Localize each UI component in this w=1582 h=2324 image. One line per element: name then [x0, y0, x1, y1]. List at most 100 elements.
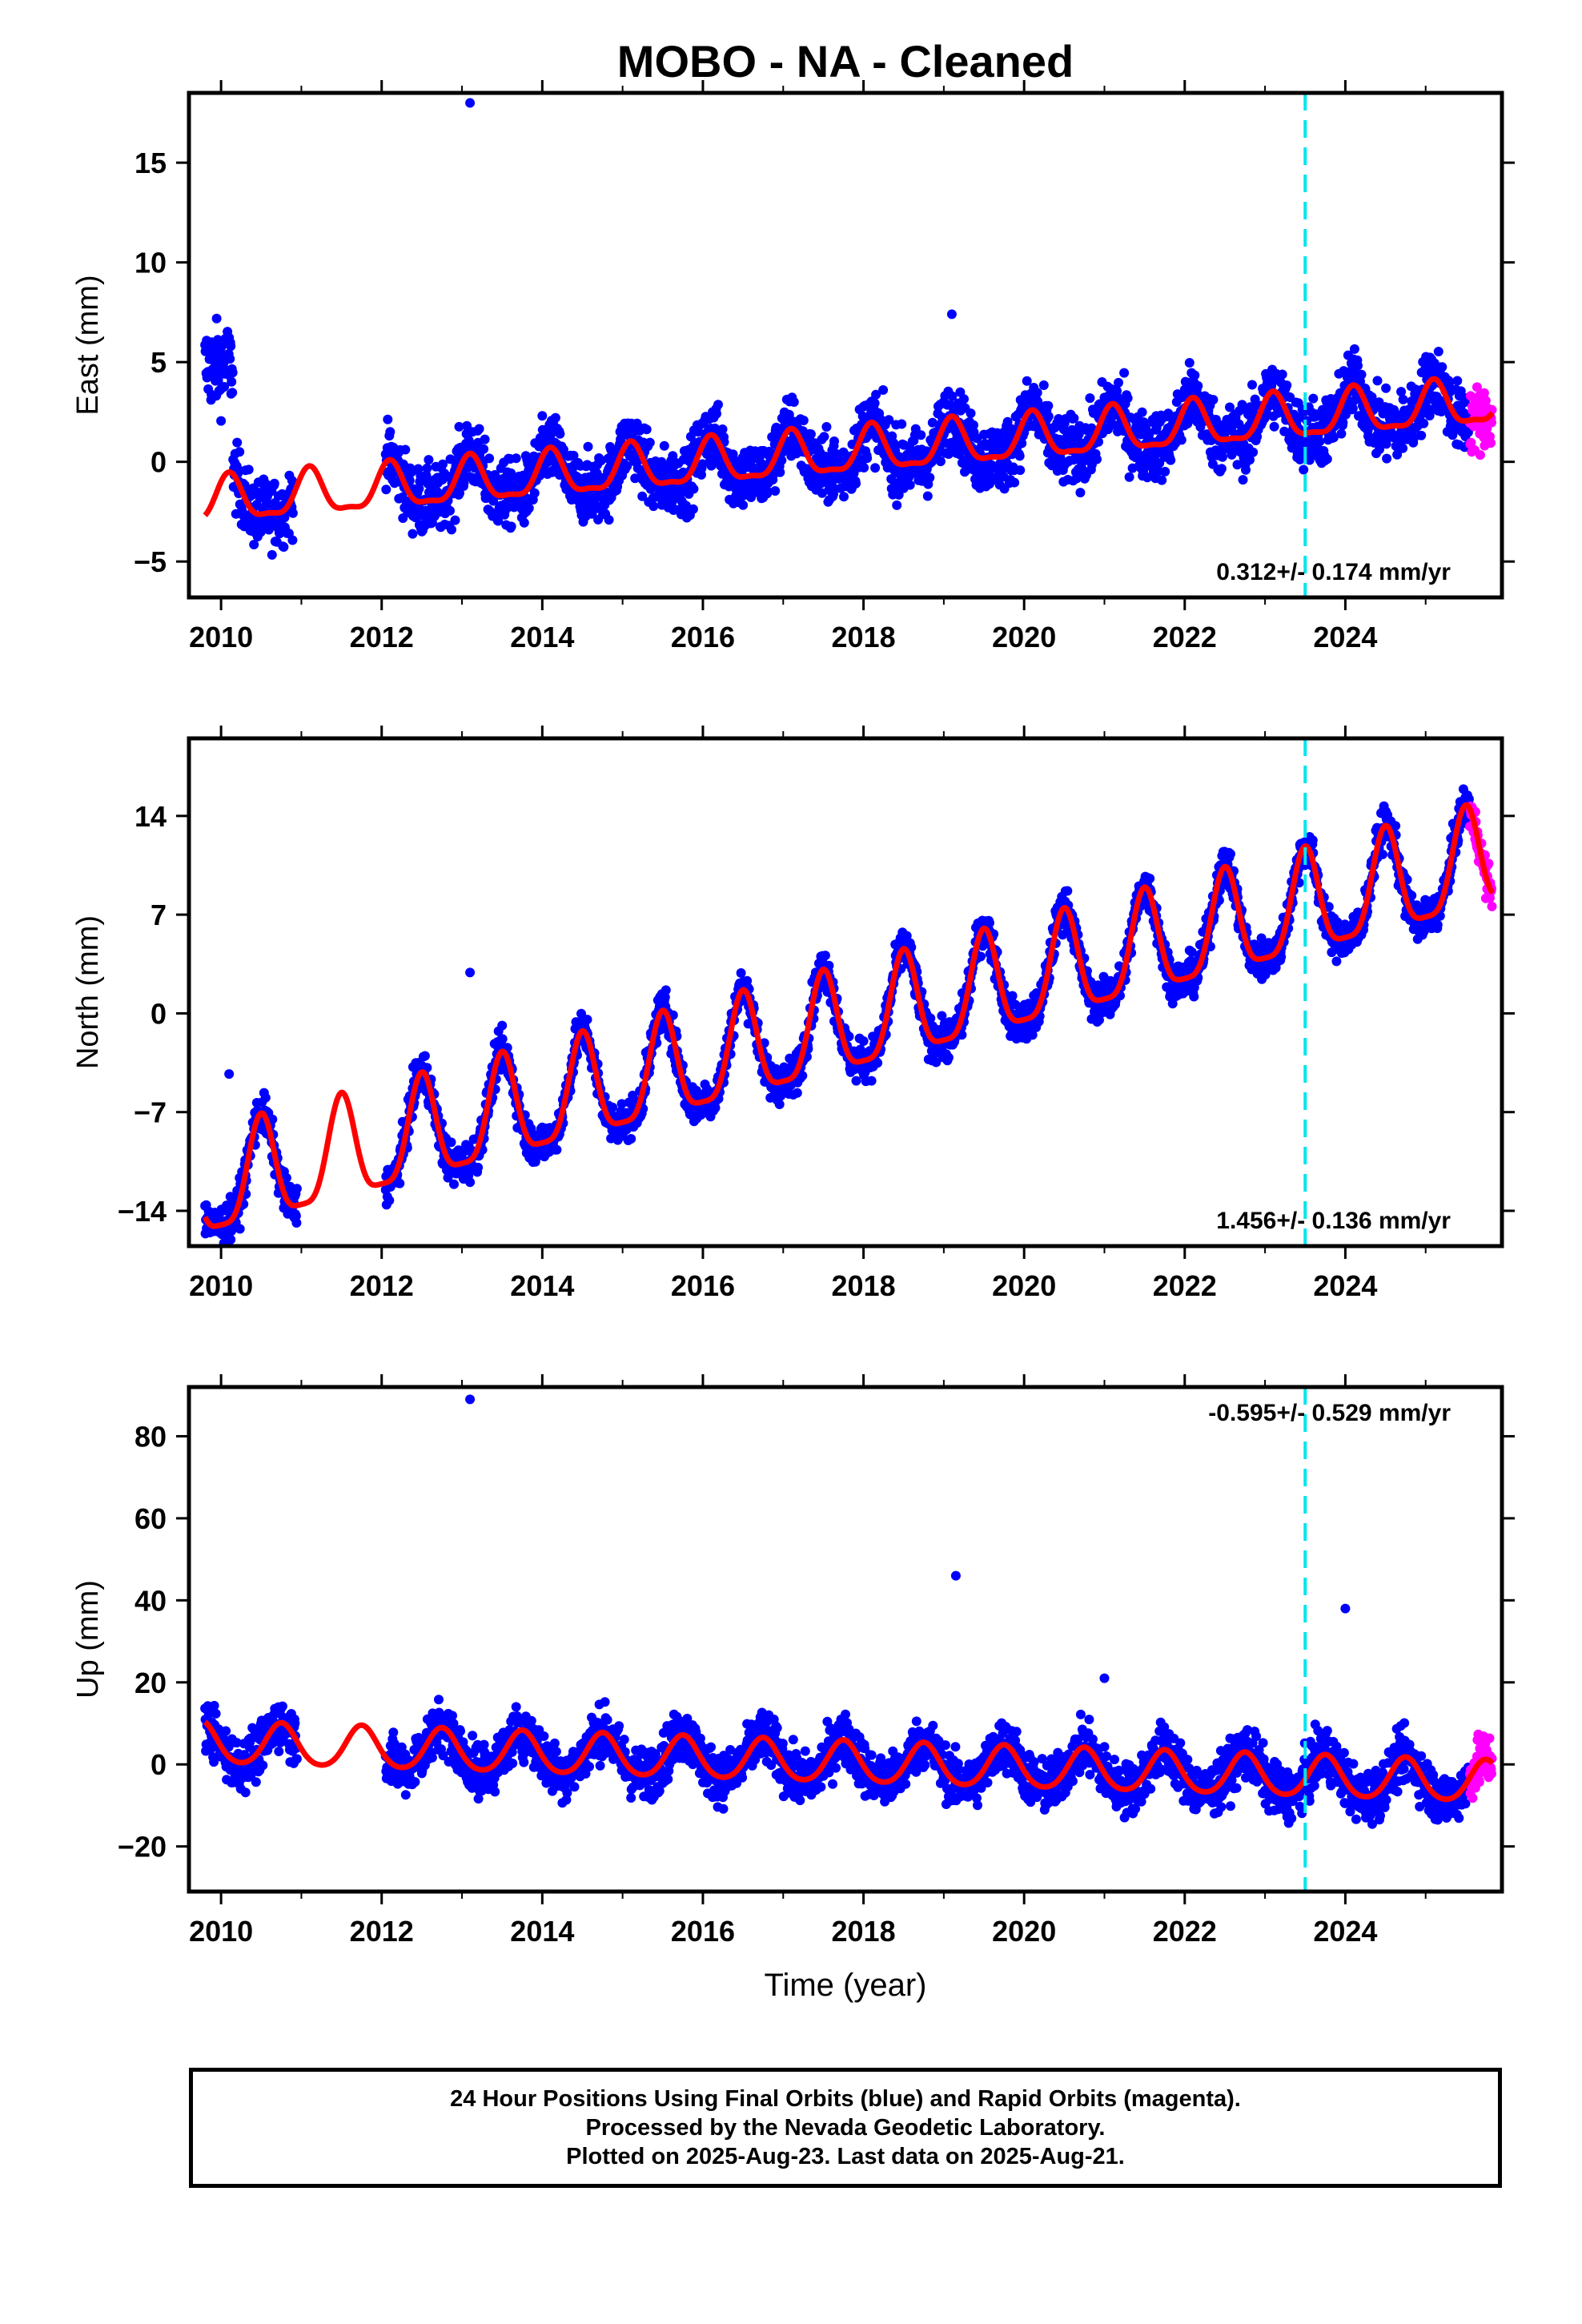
- final-orbit-point: [400, 444, 411, 455]
- final-orbit-point: [689, 484, 699, 494]
- x-tick-label: 2010: [189, 621, 253, 653]
- final-orbit-point: [450, 515, 460, 525]
- final-orbit-point: [712, 408, 721, 419]
- final-orbit-point: [385, 427, 396, 437]
- final-orbit-point: [869, 398, 880, 408]
- final-orbit-point: [1092, 454, 1102, 464]
- final-orbit-point: [1074, 428, 1084, 439]
- final-orbit-point: [1166, 455, 1176, 465]
- final-orbit-point: [717, 424, 728, 434]
- figure-title: MOBO - NA - Cleaned: [617, 36, 1074, 86]
- final-orbit-point: [1277, 369, 1287, 380]
- final-orbit-point: [762, 489, 773, 499]
- final-orbit-point: [414, 484, 424, 494]
- final-orbit-point: [1282, 380, 1292, 391]
- final-orbit-point: [1157, 475, 1167, 485]
- final-orbit-point: [1396, 387, 1407, 397]
- final-orbit-point: [839, 492, 849, 502]
- model-fit-curve: [203, 376, 1495, 517]
- final-orbit-point: [820, 951, 830, 961]
- final-orbit-point: [384, 1196, 395, 1205]
- final-orbit-point: [1375, 444, 1384, 455]
- final-orbit-point: [644, 437, 655, 448]
- final-orbit-point: [1245, 455, 1255, 465]
- final-orbit-point: [511, 453, 521, 464]
- final-orbit-point: [1353, 360, 1363, 371]
- final-orbit-point: [568, 450, 579, 460]
- final-orbit-point: [232, 437, 243, 448]
- final-orbit-point: [935, 456, 946, 467]
- final-orbit-point: [798, 416, 809, 425]
- final-orbit-point: [626, 1134, 636, 1144]
- final-orbit-point: [943, 1052, 954, 1063]
- final-orbit-point: [235, 1224, 245, 1234]
- final-orbit-point: [555, 428, 565, 439]
- final-orbit-point: [648, 501, 659, 512]
- final-orbit-point: [681, 501, 691, 511]
- final-orbit-point: [1085, 393, 1095, 404]
- final-orbit-point: [213, 376, 223, 386]
- final-orbit-point: [1014, 451, 1025, 461]
- final-orbit-point: [1419, 418, 1429, 428]
- final-orbit-point: [267, 549, 277, 560]
- final-orbit-point: [383, 414, 393, 424]
- final-orbit-point: [550, 412, 560, 423]
- final-orbit-point: [445, 505, 455, 516]
- final-orbit-point: [1437, 362, 1447, 372]
- final-orbit-point: [465, 1177, 476, 1188]
- final-orbit-point: [959, 394, 969, 404]
- y-tick-label: −5: [134, 545, 167, 578]
- final-orbit-point: [506, 521, 516, 532]
- final-orbit-point: [519, 517, 529, 528]
- final-orbit-point: [777, 455, 787, 465]
- final-orbit-point: [1381, 383, 1391, 393]
- data-points: [200, 98, 1497, 560]
- final-orbit-point: [1434, 395, 1444, 405]
- final-orbit-point: [438, 459, 448, 469]
- plot-frame: [187, 90, 1504, 600]
- final-orbit-point: [462, 420, 472, 431]
- final-orbit-point: [1248, 447, 1259, 457]
- final-orbit-point: [661, 985, 671, 995]
- final-orbit-point: [1269, 421, 1279, 432]
- final-orbit-point: [1349, 344, 1359, 354]
- final-orbit-point: [287, 476, 297, 486]
- rapid-orbit-point: [1466, 437, 1476, 448]
- final-orbit-point: [878, 385, 889, 395]
- final-orbit-point: [225, 354, 235, 364]
- final-orbit-point: [1408, 433, 1419, 444]
- final-orbit-point: [529, 488, 540, 498]
- final-orbit-point: [630, 473, 640, 484]
- panel-1: 2010 2012 2014 2016 2018 2020 2022 2024−14−7071…: [71, 726, 1515, 1302]
- rapid-orbit-point: [1480, 396, 1491, 406]
- final-orbit-point: [279, 542, 289, 552]
- final-orbit-point: [211, 313, 222, 324]
- final-orbit-point: [216, 416, 227, 426]
- final-orbit-point: [226, 1234, 236, 1244]
- final-orbit-point: [1124, 472, 1134, 482]
- final-orbit-point: [1122, 393, 1133, 404]
- final-orbit-point: [641, 424, 652, 435]
- final-orbit-point: [449, 1179, 459, 1189]
- final-orbit-point: [1022, 376, 1032, 386]
- final-orbit-point: [1062, 886, 1073, 896]
- final-orbit-point: [792, 1088, 802, 1098]
- final-orbit-point: [395, 1178, 405, 1188]
- final-orbit-point: [858, 1036, 869, 1046]
- final-orbit-point: [542, 457, 552, 468]
- final-orbit-point: [226, 341, 236, 352]
- final-orbit-point: [1017, 438, 1027, 448]
- final-orbit-point: [1071, 473, 1082, 484]
- final-orbit-point: [552, 1144, 562, 1155]
- final-orbit-point: [925, 472, 935, 483]
- final-orbit-point: [659, 440, 669, 451]
- x-tick-label: 2022: [1153, 621, 1217, 653]
- final-orbit-point: [713, 400, 723, 410]
- final-orbit-point: [1372, 376, 1383, 386]
- rapid-orbit-point: [1472, 382, 1482, 392]
- final-orbit-point: [596, 456, 606, 466]
- final-orbit-point: [1160, 466, 1170, 476]
- final-orbit-point: [1119, 368, 1130, 378]
- final-orbit-point: [829, 436, 839, 446]
